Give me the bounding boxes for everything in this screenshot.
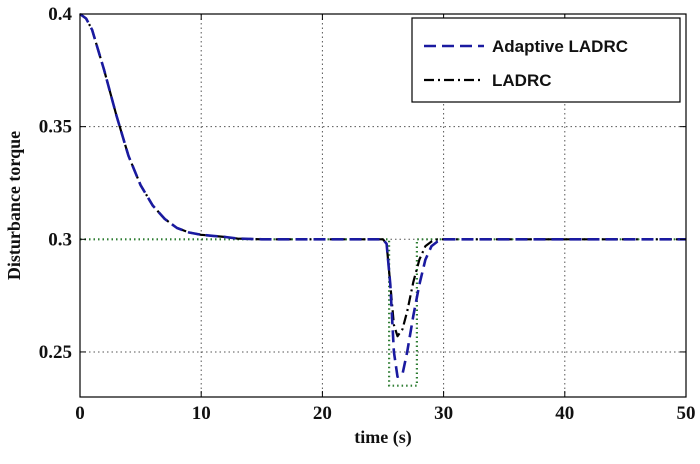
legend: Adaptive LADRC LADRC <box>411 17 681 103</box>
series-line-ladrc <box>79 13 686 338</box>
legend-label: Adaptive LADRC <box>492 37 628 56</box>
x-tick-label: 50 <box>677 403 696 424</box>
y-tick-label: 0.4 <box>48 4 72 25</box>
plot-frame <box>79 13 687 398</box>
x-tick-label: 10 <box>192 403 211 424</box>
legend-label: LADRC <box>492 71 552 90</box>
x-tick-label: 20 <box>313 403 332 424</box>
y-tick-label: 0.3 <box>48 229 72 250</box>
plot-lines <box>79 12 686 387</box>
x-tick-label: 0 <box>75 403 85 424</box>
x-tick-label: 40 <box>555 403 574 424</box>
y-tick-label: 0.25 <box>39 342 72 363</box>
axis-ticks: 0 10 20 30 40 50 0.25 0.3 0.35 0.4 <box>39 4 696 424</box>
x-axis-label: time (s) <box>354 427 411 448</box>
legend-box <box>411 17 681 103</box>
x-tick-label: 30 <box>434 403 453 424</box>
y-tick-label: 0.35 <box>39 117 72 138</box>
reference-line <box>80 238 686 387</box>
y-axis-label: Disturbance torque <box>4 131 24 280</box>
series-line-adaptive-ladrc <box>79 12 686 378</box>
